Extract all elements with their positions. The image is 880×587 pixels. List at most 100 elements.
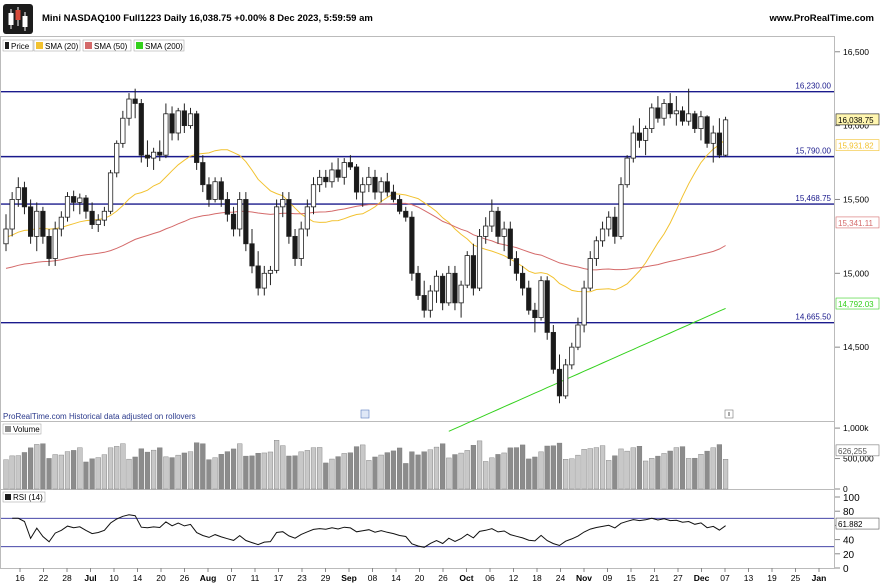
- candle-body: [317, 176, 323, 186]
- x-tick-label-19: Oct: [459, 573, 473, 583]
- candle-body: [679, 110, 686, 122]
- volume-bar: [224, 451, 231, 490]
- candle-body: [587, 258, 593, 289]
- volume-bar: [9, 455, 15, 490]
- volume-bar: [77, 447, 83, 490]
- candle-body: [526, 287, 532, 311]
- candle-body: [181, 110, 187, 127]
- site-name[interactable]: www.ProRealTime.com: [769, 13, 874, 24]
- info-marker-icon[interactable]: [724, 409, 734, 419]
- volume-bar: [624, 450, 630, 490]
- candle-body: [71, 196, 77, 203]
- x-tick-label-3: Jul: [84, 573, 96, 583]
- candle-body: [150, 151, 157, 159]
- legend-sma200-box[interactable]: [133, 39, 185, 52]
- candle-body: [667, 103, 673, 115]
- legend-price-box[interactable]: [2, 39, 34, 52]
- volume-bar: [120, 443, 126, 490]
- volume-bar: [52, 454, 58, 490]
- candle-body: [673, 110, 679, 115]
- volume-bar: [716, 444, 723, 490]
- x-tick-label-10: 11: [251, 573, 260, 583]
- volume-bar: [556, 442, 563, 490]
- x-tick-label-5: 14: [133, 573, 143, 583]
- volume-bar: [261, 452, 267, 490]
- volume-bar: [513, 447, 520, 490]
- volume-bar: [187, 451, 194, 490]
- volume-bar: [3, 459, 9, 490]
- last-value-badge-sma20: [835, 139, 880, 151]
- prorealtime-logo-icon: [3, 4, 33, 34]
- last-value-badge-price: [835, 113, 880, 126]
- x-tick-label-32: 19: [767, 573, 777, 583]
- candle-body: [64, 196, 71, 218]
- candle-body: [630, 132, 636, 159]
- candle-body: [433, 275, 440, 292]
- candle-body: [384, 181, 390, 193]
- volume-bar: [661, 453, 667, 490]
- legend-sma50-box[interactable]: [82, 39, 132, 52]
- volume-last-badge: [835, 444, 880, 457]
- footer-note: ProRealTime.com Historical data adjusted…: [3, 412, 196, 421]
- legend-sma20-label: SMA (20): [45, 42, 79, 51]
- volume-bar: [452, 454, 458, 490]
- legend-volume-box[interactable]: [2, 423, 42, 435]
- candle-body: [722, 119, 729, 156]
- candle-body: [15, 187, 21, 200]
- candle-body: [310, 184, 317, 208]
- volume-bar: [230, 448, 237, 490]
- volume-bar: [21, 452, 28, 490]
- legend-sma50-swatch: [85, 42, 92, 49]
- candle-body: [686, 113, 692, 122]
- rsi-panel-frame: [0, 489, 835, 569]
- volume-bar: [599, 445, 606, 490]
- candle-body: [230, 213, 237, 230]
- x-tick-label-21: 12: [509, 573, 519, 583]
- volume-bar: [89, 458, 95, 490]
- candle-body: [175, 110, 181, 134]
- last-value-label-price: 16,038.75: [838, 116, 874, 125]
- volume-bar: [218, 454, 224, 490]
- volume-bar: [366, 460, 372, 490]
- rsi-ytick-label-0: 100: [843, 493, 860, 504]
- candle-body: [710, 132, 716, 144]
- candle-body: [446, 272, 452, 304]
- volume-bar: [347, 452, 354, 490]
- candle-body: [3, 228, 9, 245]
- candle-body: [452, 272, 458, 304]
- volume-bar: [101, 454, 108, 490]
- candle-body: [157, 151, 163, 156]
- candle-body: [101, 210, 107, 221]
- candle-body: [489, 210, 495, 227]
- candle-body: [212, 181, 218, 200]
- candle-body: [335, 169, 341, 178]
- volume-bar: [34, 444, 40, 490]
- volume-bar: [144, 451, 151, 490]
- candle-body: [304, 206, 310, 230]
- x-tick-label-33: 25: [791, 573, 801, 583]
- volume-bar: [206, 459, 212, 490]
- rsi-last-badge: [835, 517, 880, 530]
- candle-body: [89, 210, 95, 225]
- volume-bar: [403, 463, 409, 490]
- volume-bar: [64, 451, 71, 490]
- volume-bar: [40, 443, 46, 490]
- legend-sma20-box[interactable]: [33, 39, 81, 52]
- candle-body: [163, 113, 169, 156]
- candle-body: [360, 184, 366, 193]
- volume-ytick-label-2: 0: [843, 484, 848, 494]
- legend-rsi-box[interactable]: [2, 491, 46, 503]
- sma200-line: [448, 307, 726, 432]
- volume-bar: [427, 449, 433, 490]
- volume-bar: [673, 447, 679, 490]
- volume-bar: [538, 451, 544, 490]
- candle-body: [243, 199, 249, 245]
- candle-body: [144, 154, 151, 159]
- candle-body: [569, 346, 575, 366]
- price-ytick-label-4: 14,500: [843, 342, 869, 352]
- candle-body: [476, 235, 483, 289]
- rollover-marker-icon[interactable]: [360, 409, 370, 419]
- volume-bar: [341, 453, 347, 490]
- x-tick-label-34: Jan: [812, 573, 827, 583]
